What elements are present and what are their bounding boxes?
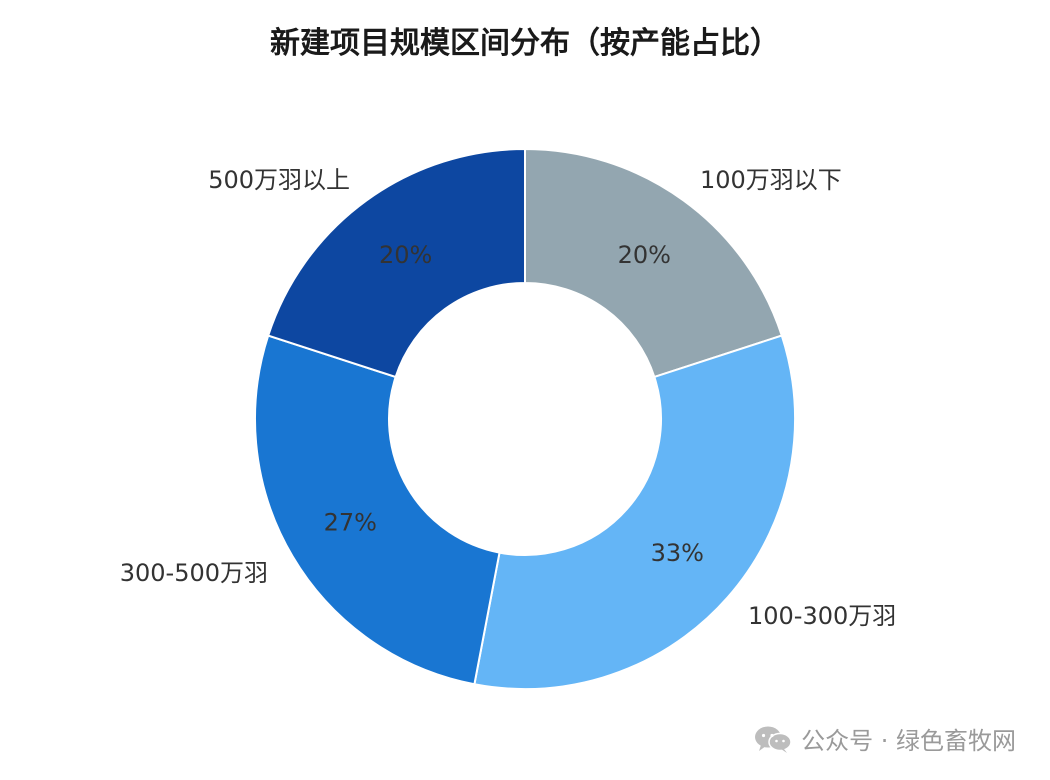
slice-category-label: 300-500万羽 [120,559,268,587]
watermark-text: 公众号 · 绿色畜牧网 [801,727,1016,755]
wechat-icon [755,726,792,753]
donut-slice-4 [266,147,526,379]
slice-category-label: 500万羽以上 [208,166,350,194]
slice-value-label: 20% [379,241,432,269]
slice-category-label: 100-300万羽 [748,602,896,630]
donut-slice-3 [254,334,501,686]
chart-title: 新建项目规模区间分布（按产能占比） [270,26,780,61]
slice-value-label: 20% [618,241,671,269]
slice-value-label: 27% [324,508,377,536]
slice-category-label: 100万羽以下 [700,166,842,194]
donut-slice-2 [473,334,796,690]
watermark: 公众号 · 绿色畜牧网 [753,721,1016,756]
slice-value-label: 33% [651,539,704,567]
donut-slice-1 [524,147,784,379]
